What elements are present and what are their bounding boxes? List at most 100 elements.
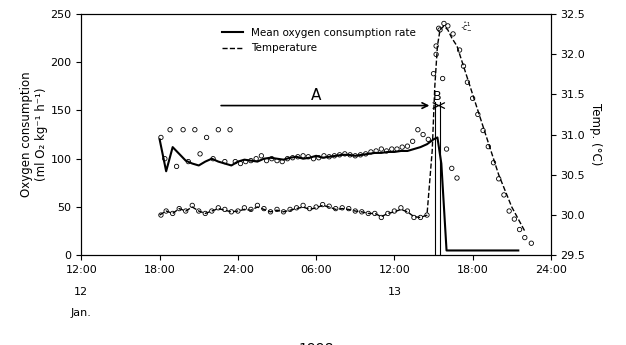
Point [277,159,287,164]
Point [174,206,184,211]
Point [239,205,249,210]
Point [468,96,478,101]
Point [208,156,218,161]
Point [195,151,205,157]
Point [181,208,191,214]
Point [329,153,339,159]
Point [408,139,418,144]
Point [240,159,250,164]
Point [520,235,530,240]
Point [156,212,166,218]
Point [363,211,373,216]
Point [361,151,371,157]
Point [309,156,319,161]
Point [257,153,267,159]
Point [356,152,366,158]
Point [383,211,393,216]
Point [265,209,275,215]
Point [319,153,329,159]
Point [324,204,334,209]
Point [172,164,182,169]
Point [202,135,212,140]
Point [413,127,423,132]
Point [439,21,449,26]
Point [423,137,433,142]
Point [357,209,367,215]
Point [194,208,204,214]
Point [156,135,166,140]
Point [396,205,406,210]
Point [285,207,295,212]
Point [233,208,243,214]
Text: 12: 12 [74,287,88,297]
Point [434,26,444,31]
Point [279,209,289,215]
Point [259,206,269,211]
Point [292,205,302,210]
Point [344,206,354,211]
Point [389,208,399,214]
Point [246,158,256,164]
Text: B: B [433,90,442,103]
Point [183,159,193,164]
Point [220,207,230,212]
Point [473,112,483,117]
Point [458,63,468,69]
Point [431,43,441,49]
Point [331,206,341,211]
Point [387,146,397,152]
Point [447,166,457,171]
Point [314,155,324,160]
Point [488,160,498,166]
Legend: Mean oxygen consumption rate, Temperature: Mean oxygen consumption rate, Temperatur… [218,24,421,57]
Point [267,156,277,161]
Point [305,206,315,211]
Point [351,153,361,159]
Y-axis label: Temp. (°C): Temp. (°C) [589,104,602,166]
Point [252,203,262,208]
Point [282,156,292,161]
Point [251,156,261,161]
Point [293,154,303,159]
Point [499,192,509,198]
Point [337,205,347,210]
Point [366,149,376,155]
Point [438,76,448,81]
Point [381,148,392,154]
Point [303,154,313,159]
Point [187,203,197,208]
Point [220,159,230,164]
Point [161,208,171,214]
Point [345,152,355,158]
Point [376,215,386,220]
Point [351,208,361,214]
Point [478,128,488,133]
Point [230,159,240,164]
Point [287,155,297,160]
Text: $\cdot\hat{c}_{-}^{1}$: $\cdot\hat{c}_{-}^{1}$ [459,20,472,32]
Point [272,207,282,212]
Point [200,211,210,216]
Point [370,211,380,216]
Point [168,211,178,216]
Point [494,176,504,181]
Point [409,215,419,220]
Point [403,208,413,214]
Point [376,146,386,152]
Point [160,156,170,161]
Text: Jan.: Jan. [71,308,92,318]
Point [463,79,473,85]
Point [298,203,308,208]
Point [334,152,344,158]
Point [324,154,334,159]
Point [448,31,458,37]
Point [483,144,493,149]
Text: 13: 13 [387,287,401,297]
Text: A: A [311,88,321,103]
Point [397,144,407,150]
Point [422,212,432,218]
Point [441,146,451,152]
Point [165,127,175,132]
Point [311,204,321,210]
Point [317,202,327,207]
